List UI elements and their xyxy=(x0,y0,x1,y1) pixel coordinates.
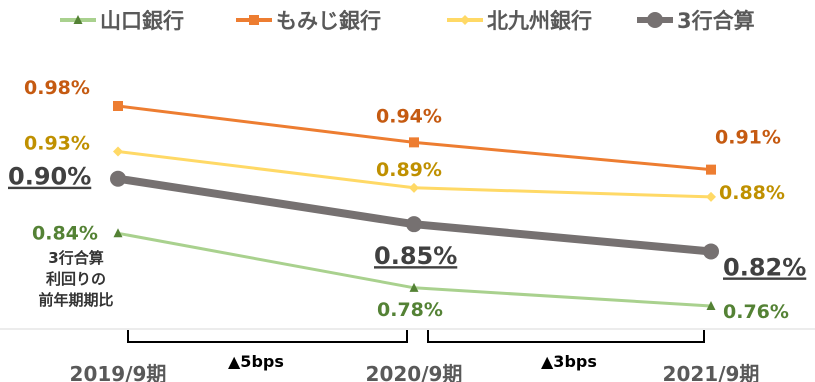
series-4-label-3: 0.82% xyxy=(723,253,806,281)
series-1-label-3: 0.76% xyxy=(723,301,789,323)
legend-marker-1 xyxy=(73,15,83,24)
series-3-marker-3 xyxy=(706,191,716,202)
legend-label-3: 北九州銀行 xyxy=(487,9,592,33)
note-line-1: 3行合算 xyxy=(48,249,104,267)
series-1-label-1: 0.84% xyxy=(32,222,98,244)
series-4-label-2: 0.85% xyxy=(374,242,457,270)
legend-marker-3 xyxy=(460,15,470,25)
series-2-marker-1 xyxy=(113,101,123,111)
series-4-marker-2 xyxy=(406,216,422,233)
combined-yield-note: 3行合算 利回りの 前年期期比 xyxy=(22,248,130,311)
change-label-1: ▲5bps xyxy=(228,352,284,371)
series-4-marker-3 xyxy=(703,243,719,260)
change-label-2: ▲3bps xyxy=(541,352,597,371)
legend-label-1: 山口銀行 xyxy=(100,9,184,33)
x-tick-label-3: 2021/9期 xyxy=(663,362,760,382)
series-3-label-3: 0.88% xyxy=(719,182,785,204)
x-tick-label-2: 2020/9期 xyxy=(366,362,463,382)
series-4-marker-1 xyxy=(110,170,126,187)
series-1-marker-3 xyxy=(706,301,716,310)
series-3-marker-2 xyxy=(409,182,419,193)
series-2-marker-3 xyxy=(706,164,716,175)
series-3-marker-1 xyxy=(113,146,123,157)
legend-label-2: もみじ銀行 xyxy=(276,9,381,33)
note-line-2: 利回りの xyxy=(45,270,106,288)
series-1-label-2: 0.78% xyxy=(377,299,443,321)
series-1-marker-1 xyxy=(113,228,123,238)
series-2-label-3: 0.91% xyxy=(715,127,781,149)
bracket-2 xyxy=(427,330,705,343)
series-3-label-1: 0.93% xyxy=(24,132,90,154)
x-tick-label-1: 2019/9期 xyxy=(70,362,167,382)
bracket-1 xyxy=(127,330,408,343)
legend-label-4: 3行合算 xyxy=(677,9,755,33)
series-2-marker-2 xyxy=(409,137,419,148)
note-line-3: 前年期期比 xyxy=(38,291,114,309)
legend-marker-4 xyxy=(647,12,663,28)
series-1-marker-2 xyxy=(409,282,419,292)
legend-marker-2 xyxy=(249,15,259,25)
series-2-label-2: 0.94% xyxy=(376,105,442,127)
series-3-label-2: 0.89% xyxy=(376,159,442,181)
series-2-label-1: 0.98% xyxy=(24,77,90,99)
series-4-label-1: 0.90% xyxy=(8,163,91,191)
